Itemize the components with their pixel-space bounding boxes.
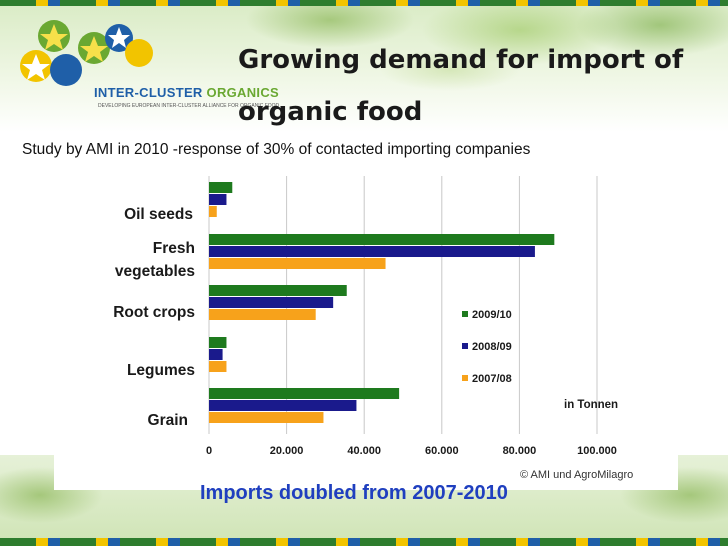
bar-fresh-vegetables-2007-08: [209, 258, 386, 269]
logo: INTER-CLUSTER ORGANICS DEVELOPING EUROPE…: [14, 8, 279, 109]
bar-legumes-2009-10: [209, 337, 227, 348]
copyright-note: © AMI und AgroMilagro: [520, 469, 634, 481]
bar-oil-seeds-2009-10: [209, 182, 233, 193]
bar-fresh-vegetables-2009-10: [209, 234, 555, 245]
legend-swatch: [462, 343, 468, 349]
bar-legumes-2007-08: [209, 361, 227, 372]
logo-tagline: DEVELOPING EUROPEAN INTER-CLUSTER ALLIAN…: [98, 103, 280, 109]
category-label: Grain: [148, 412, 188, 429]
bar-grain-2009-10: [209, 388, 400, 399]
legend-swatch: [462, 311, 468, 317]
footer-stripe: [0, 538, 728, 546]
category-label: Oil seeds: [124, 206, 193, 223]
bar-legumes-2008-09: [209, 349, 223, 360]
x-tick-label: 0: [206, 445, 212, 457]
category-label: Legumes: [127, 362, 195, 379]
bar-fresh-vegetables-2008-09: [209, 246, 535, 257]
bar-grain-2007-08: [209, 412, 324, 423]
category-label: Fresh vegetables: [115, 240, 195, 280]
bar-grain-2008-09: [209, 400, 357, 411]
x-tick-label: 20.000: [270, 445, 304, 457]
x-tick-label: 100.000: [577, 445, 617, 457]
legend-label: 2007/08: [472, 373, 512, 385]
x-tick-label: 80.000: [503, 445, 537, 457]
logo-name: INTER-CLUSTER ORGANICS: [94, 85, 279, 100]
x-tick-label: 60.000: [425, 445, 459, 457]
page-title: Growing demand for import of organic foo…: [238, 45, 684, 127]
bar-oil-seeds-2008-09: [209, 194, 227, 205]
header-stripe: [0, 0, 728, 6]
chart-panel: [54, 170, 678, 490]
bar-root-crops-2009-10: [209, 285, 347, 296]
bar-root-crops-2007-08: [209, 309, 316, 320]
unit-label: in Tonnen: [564, 399, 618, 411]
legend-swatch: [462, 375, 468, 381]
legend-label: 2009/10: [472, 309, 512, 321]
footer-note: Imports doubled from 2007-2010: [200, 482, 508, 504]
x-tick-label: 40.000: [347, 445, 381, 457]
legend-label: 2008/09: [472, 341, 512, 353]
category-label: Root crops: [113, 304, 195, 321]
bar-oil-seeds-2007-08: [209, 206, 217, 217]
header-banner: [0, 0, 728, 132]
logo-figures-icon: [20, 20, 153, 86]
page-subtitle: Study by AMI in 2010 -response of 30% of…: [22, 141, 531, 158]
bar-root-crops-2008-09: [209, 297, 334, 308]
